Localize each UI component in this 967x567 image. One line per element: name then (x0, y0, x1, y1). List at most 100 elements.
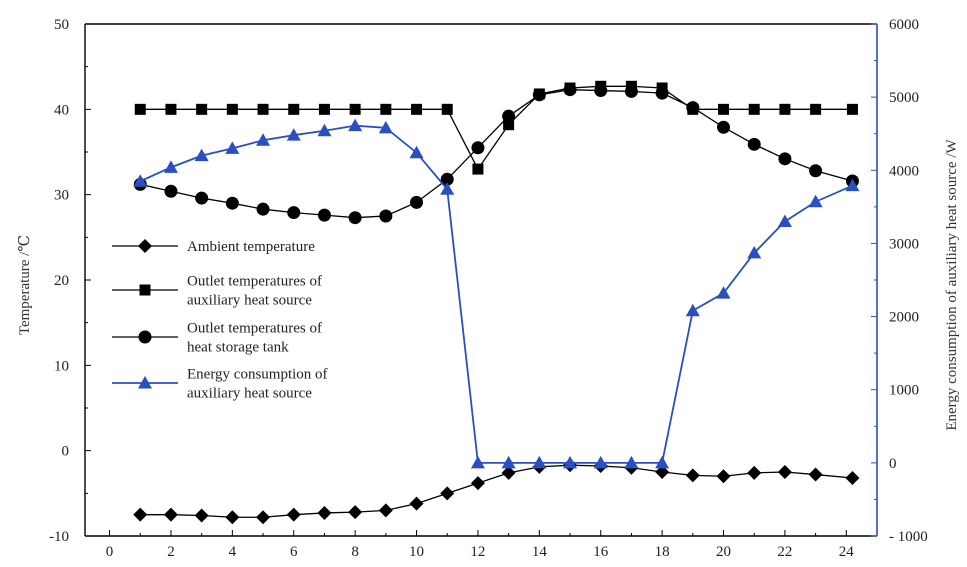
data-point-energy-consumption (593, 455, 608, 469)
data-point-outlet-temp-auxiliary (196, 103, 208, 115)
y-right-tick-label: 0 (889, 456, 897, 472)
data-point-energy-consumption (716, 286, 731, 299)
data-point-energy-consumption (317, 123, 332, 137)
data-point-ambient-temperature (808, 467, 823, 482)
data-point-outlet-temp-storage-tank (195, 191, 209, 205)
data-point-ambient-temperature (747, 465, 762, 480)
data-point-ambient-temperature (163, 507, 178, 522)
x-tick-label: 6 (290, 544, 298, 560)
data-point-ambient-temperature (440, 486, 455, 501)
data-point-outlet-temp-auxiliary (472, 163, 484, 175)
y-right-tick-label: 2000 (889, 310, 919, 326)
data-point-outlet-temp-storage-tank (655, 86, 669, 100)
data-point-ambient-temperature (655, 465, 670, 479)
y-right-tick-label: 6000 (889, 17, 919, 33)
data-point-outlet-temp-auxiliary (165, 103, 177, 115)
series-line-ambient-temperature (140, 464, 853, 518)
x-tick-label: 12 (470, 544, 485, 560)
data-point-outlet-temp-auxiliary (779, 103, 791, 115)
data-point-ambient-temperature (845, 470, 860, 485)
data-point-energy-consumption (378, 120, 393, 134)
data-point-outlet-temp-storage-tank (410, 195, 424, 209)
data-point-outlet-temp-auxiliary (411, 103, 423, 115)
series-line-outlet-temp-auxiliary (140, 85, 853, 171)
data-point-outlet-temp-auxiliary (134, 103, 146, 115)
data-point-ambient-temperature (378, 503, 393, 518)
data-point-outlet-temp-storage-tank (348, 211, 362, 225)
data-point-ambient-temperature (194, 508, 209, 523)
data-point-outlet-temp-storage-tank (594, 84, 608, 98)
series-outlet-temp-storage-tank (133, 83, 859, 225)
data-point-outlet-temp-storage-tank (747, 137, 761, 151)
data-point-energy-consumption (163, 160, 178, 173)
data-point-energy-consumption (777, 214, 792, 227)
data-point-ambient-temperature (777, 465, 792, 479)
data-point-ambient-temperature (256, 510, 271, 525)
data-point-outlet-temp-storage-tank (164, 184, 178, 198)
x-tick-label: 20 (716, 544, 731, 560)
legend-label: Energy consumption of (187, 367, 328, 383)
data-point-ambient-temperature (716, 469, 731, 484)
series-outlet-temp-auxiliary (134, 80, 858, 175)
data-point-energy-consumption (624, 455, 639, 469)
series-layer (133, 80, 860, 525)
data-point-outlet-temp-storage-tank (440, 172, 454, 186)
legend-entry-outlet-temp-storage-tank: Outlet temperatures of heat storage tank (112, 321, 322, 356)
y-axis-label-left: Temperature /℃ (17, 235, 33, 335)
data-point-outlet-temp-storage-tank (379, 209, 393, 223)
data-point-ambient-temperature (225, 510, 240, 525)
legend-entry-ambient-temperature: Ambient temperature (112, 239, 315, 255)
y-left-tick-label: 50 (54, 17, 69, 33)
data-point-energy-consumption (409, 145, 424, 159)
data-point-outlet-temp-auxiliary (318, 103, 330, 115)
x-tick-label: 22 (777, 544, 792, 560)
y-right-tick-label: 3000 (889, 236, 919, 252)
data-point-ambient-temperature (286, 507, 301, 522)
legend-marker (138, 376, 152, 389)
data-point-outlet-temp-storage-tank (778, 152, 792, 166)
data-point-energy-consumption (348, 118, 363, 132)
data-point-energy-consumption (845, 178, 860, 192)
data-point-ambient-temperature (348, 505, 363, 520)
legend-entry-outlet-temp-auxiliary: Outlet temperatures of auxiliary heat sou… (112, 274, 322, 309)
data-point-energy-consumption (685, 303, 700, 317)
data-point-ambient-temperature (317, 505, 332, 520)
legend-label: Ambient temperature (187, 239, 315, 255)
series-line-energy-consumption (139, 124, 853, 464)
legend-marker (139, 284, 151, 296)
data-point-outlet-temp-storage-tank (502, 109, 516, 123)
y-axis-label-right: Energy consumption of auxiliary heat sou… (944, 139, 960, 431)
data-point-energy-consumption (655, 455, 670, 469)
y-left-tick-label: 40 (54, 102, 69, 118)
data-point-outlet-temp-storage-tank (256, 202, 270, 216)
legend-entry-energy-consumption: Energy consumption of auxiliary heat sour… (112, 367, 328, 402)
data-point-outlet-temp-storage-tank (624, 84, 638, 98)
data-point-outlet-temp-storage-tank (563, 83, 577, 97)
data-point-outlet-temp-storage-tank (317, 208, 331, 222)
legend-label: Outlet temperatures of (187, 321, 322, 337)
data-point-outlet-temp-auxiliary (718, 103, 730, 115)
data-point-outlet-temp-auxiliary (441, 103, 453, 115)
data-point-outlet-temp-storage-tank (809, 164, 823, 178)
data-point-energy-consumption (286, 128, 301, 141)
series-energy-consumption (133, 118, 860, 469)
data-point-energy-consumption (194, 148, 209, 162)
data-point-ambient-temperature (470, 476, 485, 491)
data-point-outlet-temp-storage-tank (287, 206, 301, 220)
y-left-tick-label: 10 (54, 358, 69, 374)
data-point-outlet-temp-storage-tank (532, 88, 546, 102)
data-point-outlet-temp-storage-tank (471, 141, 485, 155)
x-tick-label: 8 (351, 544, 359, 560)
x-tick-label: 2 (167, 544, 175, 560)
legend-label: heat storage tank (187, 340, 289, 356)
data-point-energy-consumption (747, 245, 762, 259)
data-point-outlet-temp-auxiliary (810, 103, 822, 115)
data-point-outlet-temp-auxiliary (257, 103, 269, 115)
legend-marker (138, 330, 152, 344)
data-point-energy-consumption (225, 141, 240, 154)
legend-marker (138, 239, 152, 253)
data-point-outlet-temp-auxiliary (288, 103, 300, 115)
data-point-energy-consumption (256, 133, 271, 146)
